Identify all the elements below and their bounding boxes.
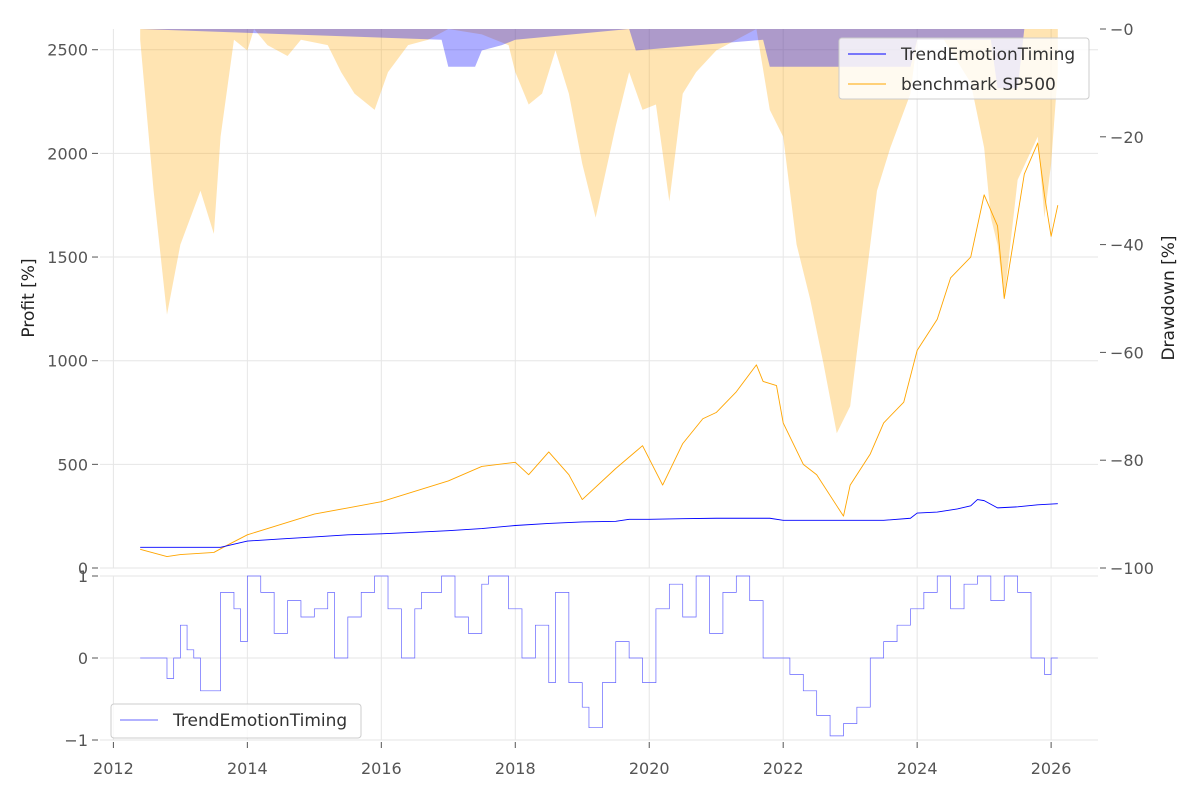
legend-label-trendemotiontiming: TrendEmotionTiming [900, 45, 1075, 65]
tick-label-year: 2014 [227, 759, 268, 778]
tick-label-drawdown: −80 [1110, 451, 1144, 470]
tick-label-drawdown: −0 [1110, 20, 1134, 39]
tick-label-drawdown: −40 [1110, 236, 1144, 255]
tick-label-profit: 500 [57, 455, 88, 474]
legend-label-signal: TrendEmotionTiming [172, 711, 347, 731]
tick-label-year: 2022 [763, 759, 804, 778]
bottom-panel: −1 0 1 2012 2014 2016 2018 2020 2022 2024 2026 Tr… [64, 567, 1098, 778]
tick-label-year: 2018 [495, 759, 536, 778]
tick-label-profit: 1500 [47, 248, 88, 267]
x-ticks: 2012 2014 2016 2018 2020 2022 2024 2026 [93, 742, 1071, 778]
tick-label-drawdown: −20 [1110, 128, 1144, 147]
tick-label-drawdown: −100 [1110, 559, 1154, 578]
tick-label-signal: 0 [78, 649, 88, 668]
tick-label-signal: 1 [78, 567, 88, 586]
drawdown-y-ticks: −0 −20 −40 −60 −80 −100 [1100, 20, 1154, 578]
tick-label-profit: 2500 [47, 41, 88, 60]
drawdown-areas [140, 29, 1058, 434]
top-grid [100, 29, 1098, 569]
top-legend-box [838, 37, 1090, 100]
tick-label-year: 2026 [1031, 759, 1072, 778]
bottom-legend-box [110, 703, 362, 739]
tick-label-signal: −1 [64, 731, 88, 750]
bottom-legend: TrendEmotionTiming [110, 703, 362, 739]
profit-y-ticks: 0 500 1000 1500 2000 2500 [47, 41, 98, 578]
tick-label-year: 2024 [897, 759, 938, 778]
tick-label-drawdown: −60 [1110, 343, 1144, 362]
drawdown-axis-label: Drawdown [%] [1159, 235, 1179, 360]
series-line-trendemotiontiming [140, 499, 1058, 548]
series-line-benchmark-sp500 [140, 142, 1059, 558]
signal-lines [140, 575, 1058, 737]
legend-label-benchmark: benchmark SP500 [901, 75, 1056, 95]
top-legend: TrendEmotionTiming benchmark SP500 [838, 37, 1090, 100]
tick-label-profit: 2000 [47, 144, 88, 163]
drawdown-area-benchmark-sp500 [140, 29, 1058, 434]
profit-axis-label: Profit [%] [19, 258, 39, 337]
series-line-trendemotiontiming [140, 575, 1058, 737]
tick-label-year: 2016 [361, 759, 402, 778]
tick-label-profit: 0 [78, 559, 88, 578]
drawdown-area-trendemotiontiming [140, 29, 1025, 89]
signal-y-ticks: −1 0 1 [64, 567, 98, 750]
tick-label-profit: 1000 [47, 352, 88, 371]
profit-lines [140, 142, 1059, 558]
tick-label-year: 2020 [629, 759, 670, 778]
tick-label-year: 2012 [93, 759, 134, 778]
